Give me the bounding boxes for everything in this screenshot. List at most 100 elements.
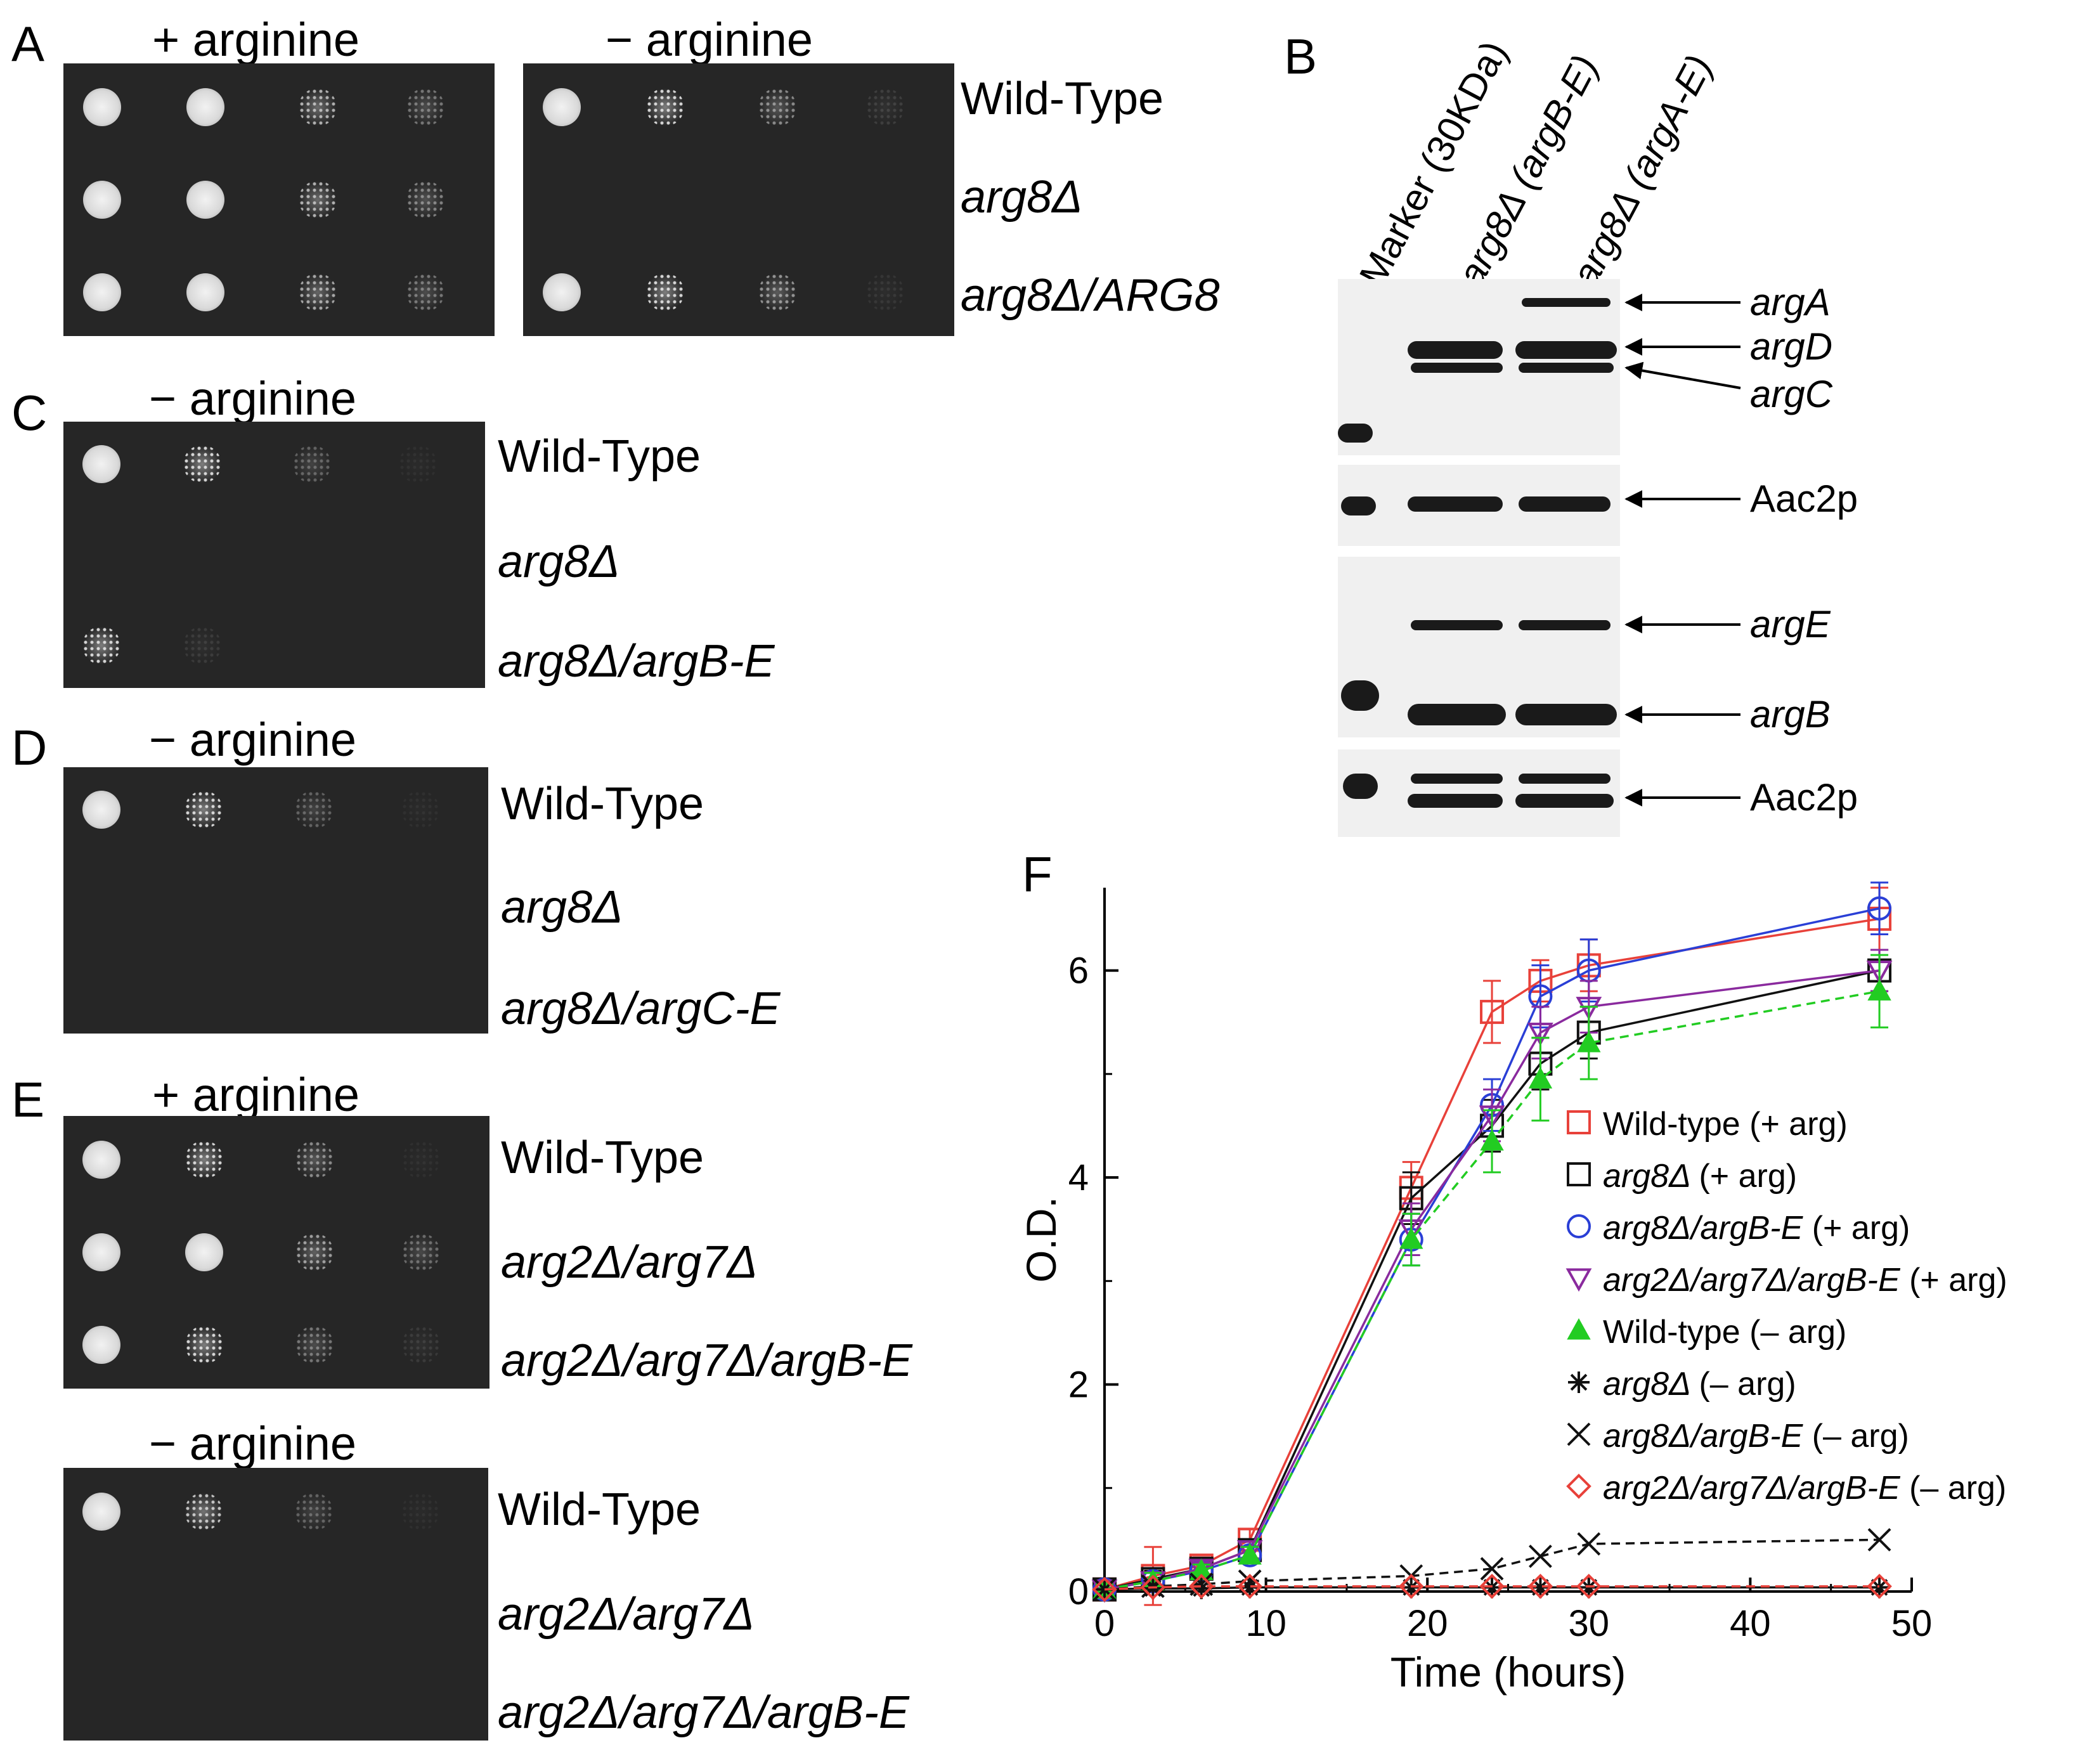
colony-spot: [866, 88, 905, 126]
panel-d-arginine-label: − arginine: [149, 713, 357, 766]
colony-spot: [402, 1233, 441, 1271]
colony-spot: [295, 1233, 334, 1271]
data-point: [1867, 896, 1892, 921]
data-point: [1479, 1574, 1505, 1599]
panel-a-minus-arginine-label: − arginine: [606, 13, 813, 66]
colony-spot: [402, 1140, 441, 1179]
colony-spot: [299, 88, 337, 126]
panel-c-strain-3: arg8Δ/argB-E: [498, 636, 775, 687]
data-point: [1399, 1227, 1423, 1249]
band-argd-lane2: [1408, 341, 1503, 359]
colony-spot: [185, 1140, 223, 1179]
data-point: [1576, 997, 1602, 1020]
band-aac2p-bottom-lane2-b: [1408, 794, 1503, 808]
colony-spot: [295, 1492, 334, 1531]
panel-d-plate: [63, 767, 488, 1034]
panel-letter-b: B: [1284, 29, 1318, 84]
colony-spot: [185, 791, 223, 829]
panel-a-plate-plus-arginine: [63, 63, 495, 336]
colony-spot: [83, 88, 122, 126]
colony-spot: [185, 1492, 223, 1531]
data-point: [1577, 1532, 1601, 1556]
data-point: [1867, 979, 1891, 1001]
colony-spot: [82, 1140, 121, 1179]
legend-label: arg8Δ/argB-E (– arg): [1603, 1418, 1909, 1455]
data-point: [1480, 1129, 1504, 1151]
colony-spot: [183, 626, 222, 665]
band-marker-aac2p-bottom: [1343, 774, 1378, 799]
x-tick-label: 0: [1094, 1603, 1115, 1644]
blot-label-arga: argA: [1750, 281, 1831, 323]
panel-letter-f: F: [1022, 846, 1053, 902]
band-argd-lane3: [1515, 341, 1617, 359]
colony-spot: [186, 273, 225, 312]
data-point: [1092, 1578, 1117, 1602]
blot-label-arge: argE: [1750, 603, 1831, 645]
data-point: [1528, 1067, 1553, 1089]
colony-spot: [758, 88, 797, 126]
data-point: [1239, 1576, 1261, 1598]
panel-letter-e: E: [11, 1072, 45, 1127]
colony-spot: [186, 181, 225, 219]
colony-spot: [299, 273, 337, 312]
colony-spot: [293, 445, 332, 484]
x-tick-label: 10: [1245, 1603, 1287, 1644]
blot-aac2p-bottom: [1338, 749, 1620, 837]
colony-spot: [406, 181, 445, 219]
blot-bottom: [1338, 557, 1620, 737]
colony-spot: [398, 445, 437, 484]
panel-e-minus-arginine-label: − arginine: [149, 1417, 357, 1470]
arrow-argc: [1624, 361, 1741, 389]
legend-marker: [1567, 1162, 1591, 1186]
data-point: [1867, 1527, 1891, 1552]
data-point: [1576, 1574, 1602, 1599]
band-arge-lane2: [1411, 620, 1503, 630]
series-line-7: [1104, 1585, 1880, 1591]
colony-spot: [402, 1326, 441, 1365]
colony-spot: [185, 1326, 223, 1365]
colony-spot: [295, 791, 334, 829]
colony-spot: [183, 445, 222, 484]
band-arge-lane3: [1519, 620, 1611, 630]
y-tick-label: 2: [1068, 1365, 1089, 1406]
colony-spot: [82, 445, 120, 484]
colony-spot: [185, 1233, 223, 1271]
x-tick-label: 30: [1569, 1603, 1610, 1644]
legend-marker: [1567, 1318, 1591, 1340]
y-tick-label: 6: [1068, 950, 1089, 992]
band-argc-lane3: [1519, 363, 1614, 373]
data-point: [1092, 1576, 1117, 1602]
blot-label-argc: argC: [1750, 373, 1833, 415]
data-point: [1479, 1105, 1505, 1129]
colony-spot: [866, 273, 905, 312]
band-aac2p-top-lane2: [1408, 496, 1503, 512]
panel-e-top-strain-3: arg2Δ/arg7Δ/argB-E: [501, 1335, 912, 1386]
data-point: [1140, 1574, 1166, 1600]
band-aac2p-bottom-lane3-a: [1519, 774, 1611, 784]
band-aac2p-top-lane3: [1519, 496, 1611, 512]
data-point: [1238, 1543, 1262, 1565]
x-tick-label: 50: [1891, 1603, 1933, 1644]
legend-marker: [1567, 1422, 1591, 1446]
blot-label-aac2p-top: Aac2p: [1750, 477, 1858, 520]
band-argb-lane3: [1515, 704, 1617, 725]
data-point: [1529, 1545, 1552, 1568]
band-marker-bottom: [1341, 680, 1379, 711]
data-point: [1480, 1557, 1504, 1581]
blot-label-aac2p-bottom: Aac2p: [1750, 776, 1858, 819]
legend-label: Wild-type (– arg): [1603, 1314, 1846, 1351]
colony-spot: [295, 1326, 334, 1365]
legend-label: arg8Δ (– arg): [1603, 1366, 1796, 1403]
colony-spot: [82, 1233, 121, 1271]
data-point: [1529, 1576, 1552, 1598]
colony-spot: [758, 273, 797, 312]
legend-label: arg2Δ/arg7Δ/argB-E (+ arg): [1603, 1262, 2007, 1299]
legend-marker: [1567, 1214, 1591, 1238]
panel-d-strain-2: arg8Δ: [501, 882, 623, 933]
legend-marker: [1566, 1474, 1591, 1499]
panel-c-strain-2: arg8Δ: [498, 536, 620, 587]
panel-e-top-strain-1: Wild-Type: [501, 1132, 704, 1183]
data-point: [1236, 1540, 1263, 1564]
